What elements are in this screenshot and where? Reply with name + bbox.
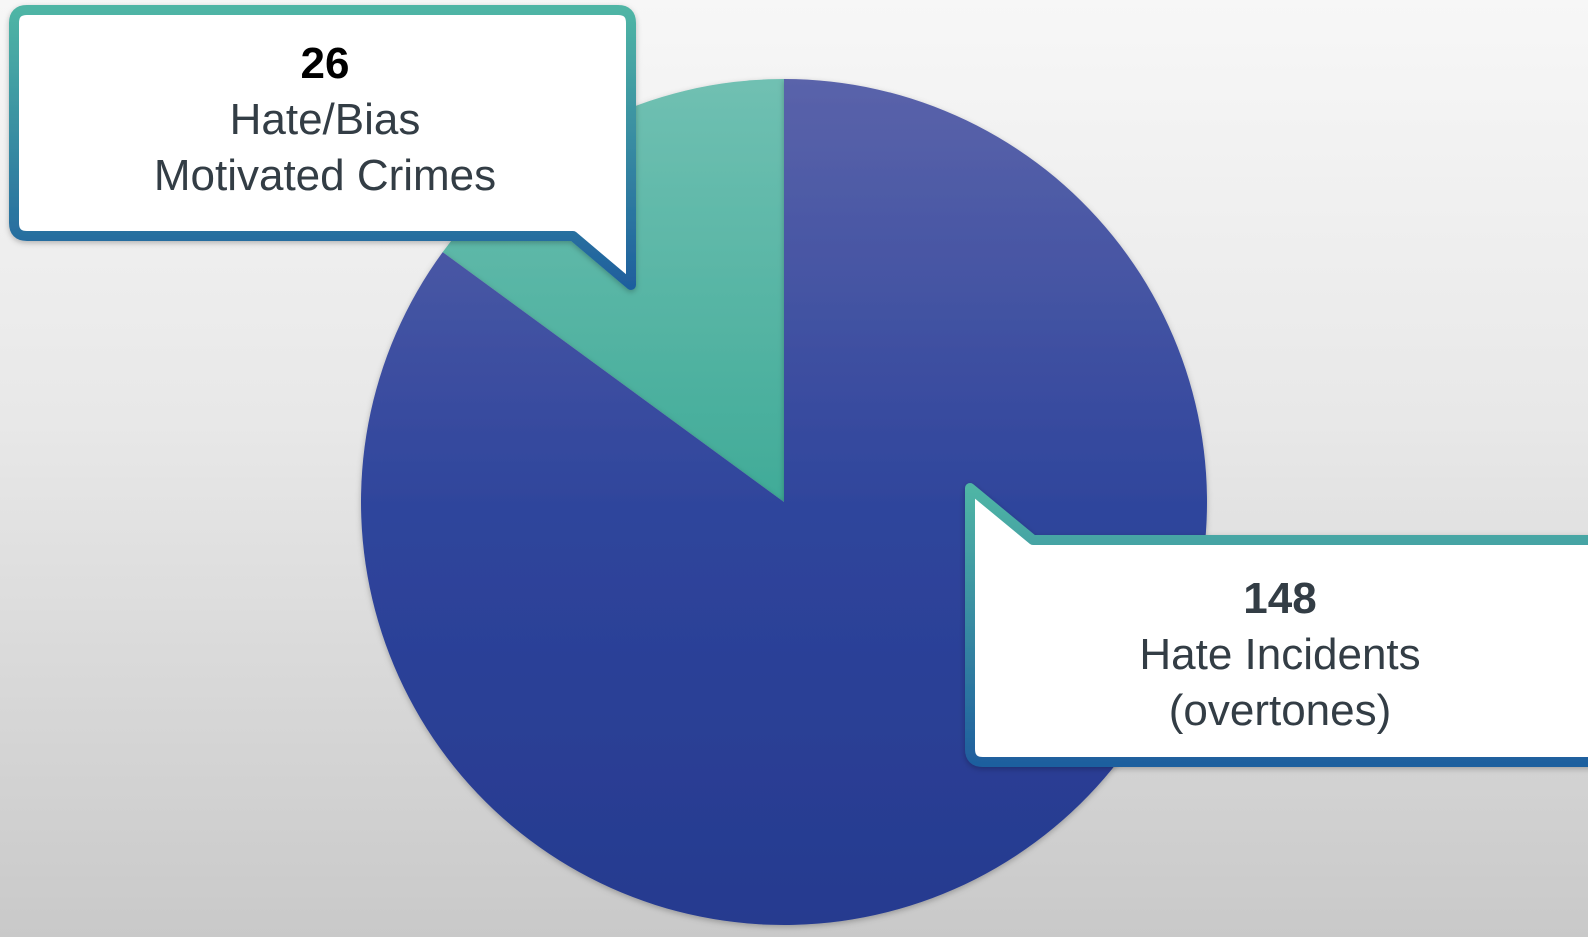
callout-box-incidents	[965, 483, 1588, 767]
data-label-text-line: (overtones)	[1168, 685, 1392, 735]
data-label-text-line: Hate/Bias	[229, 94, 421, 144]
data-label-incidents: 148 Hate Incidents (overtones)	[985, 571, 1575, 739]
callout-box-crimes	[9, 5, 636, 290]
data-label-crimes: 26 Hate/Bias Motivated Crimes	[30, 36, 620, 204]
data-label-text-line: Hate Incidents	[1139, 629, 1421, 679]
data-label-value: 26	[300, 39, 350, 88]
data-label-text-line: Motivated Crimes	[153, 150, 497, 200]
data-label-value: 148	[1243, 574, 1317, 623]
